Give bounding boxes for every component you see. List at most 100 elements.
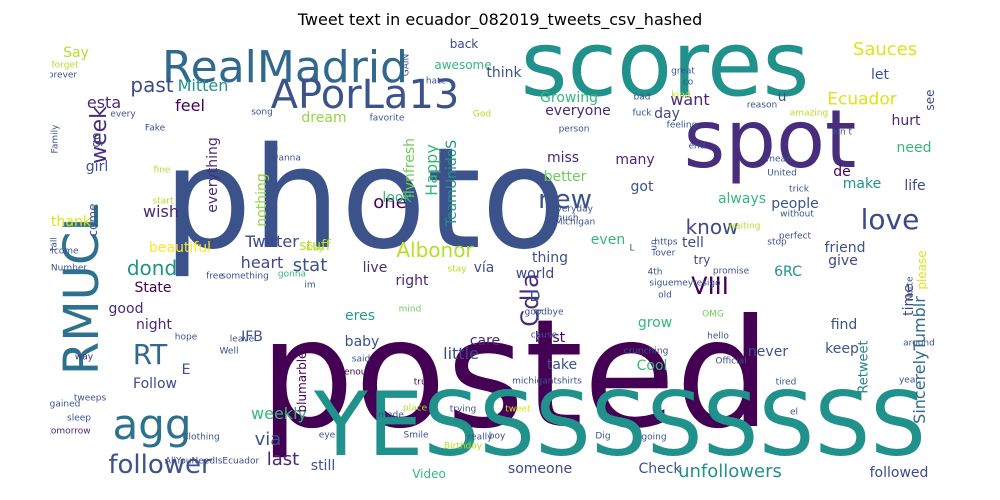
word-going: going: [641, 432, 667, 443]
word-retweet: Retweet: [856, 340, 872, 394]
word-know: know: [685, 215, 739, 239]
word-crunching: crunching: [623, 346, 669, 357]
word-find: find: [830, 317, 858, 333]
word-hello: hello: [707, 331, 729, 342]
word-albonor: Albonor: [396, 238, 474, 262]
word-always: always: [717, 191, 767, 207]
word-year: year: [898, 375, 920, 386]
word-ain-t: ain t: [831, 127, 853, 138]
word-im: im: [304, 280, 316, 291]
word-stuff: stuff: [299, 238, 331, 254]
word-gain: GAIN: [401, 53, 412, 77]
word-stop: stop: [767, 237, 787, 248]
word-follow: Follow: [133, 376, 177, 392]
word-never: never: [747, 344, 789, 360]
word-care: care: [469, 333, 501, 349]
word-night: night: [135, 317, 173, 333]
word-keep: keep: [825, 341, 859, 357]
word-grow: grow: [637, 315, 673, 331]
word-trying: trying: [449, 404, 477, 415]
word-best: best: [534, 330, 566, 346]
word-gained: gained: [50, 399, 81, 410]
word-forget: forget: [51, 60, 79, 71]
word-goodbye: goodbye: [524, 307, 564, 318]
word-want: want: [670, 90, 710, 109]
word-4th: 4th: [647, 267, 663, 278]
word-free: free: [206, 271, 224, 282]
word-made: made: [378, 410, 404, 421]
plot-title: Tweet text in ecuador_082019_tweets_csv_…: [297, 10, 703, 29]
word-smile: Smile: [403, 430, 429, 441]
word-good: good: [108, 301, 144, 317]
word-reason: reason: [746, 100, 778, 111]
word-really: really: [467, 432, 493, 443]
word-end: end: [688, 141, 706, 152]
word-better: better: [543, 169, 587, 185]
word-go: go: [89, 132, 103, 148]
word-agg: agg: [112, 400, 192, 449]
word-followed: followed: [869, 465, 929, 481]
word-take: take: [546, 357, 578, 373]
word-michigantshirts: michigantshirts: [512, 376, 582, 387]
word-cause: cause: [530, 330, 558, 341]
word-many: many: [615, 152, 655, 168]
word-tweet: tweet: [505, 404, 531, 415]
word-official: Official: [715, 356, 747, 367]
word-nothing: nothing: [254, 173, 270, 227]
word-united: United: [767, 168, 797, 179]
word-mean: mean: [766, 154, 792, 165]
word-someone: someone: [507, 461, 573, 477]
word-great: great: [671, 66, 695, 77]
word-say: Say: [63, 45, 89, 61]
word-give: give: [828, 253, 858, 269]
word-ecuador: Ecuador: [827, 89, 897, 110]
word-scores: scores: [520, 38, 810, 117]
word-ifb: IFB: [241, 329, 263, 345]
word-please: please: [915, 250, 929, 290]
word-day: Day: [306, 243, 324, 254]
word-gonna: gonna: [277, 269, 307, 280]
word-clothing: Clothing: [182, 432, 220, 443]
word-love: love: [860, 203, 920, 236]
word-hope: hope: [174, 332, 198, 343]
word-favorite: favorite: [369, 113, 405, 124]
word-promise: promise: [712, 266, 750, 277]
word-https: https: [654, 237, 678, 248]
word-wish: wish: [142, 202, 180, 221]
word-live: live: [362, 260, 388, 276]
word-one: one: [373, 192, 407, 213]
word-weekly: weekly: [251, 404, 307, 423]
word-photo: photo: [163, 118, 567, 281]
word-feeling: feeling: [666, 120, 698, 131]
word-waiting: waiting: [727, 221, 761, 232]
word-check: Check: [638, 461, 682, 477]
word-every: every: [110, 109, 136, 120]
word-think: think: [486, 65, 522, 81]
word-rt: RT: [132, 338, 168, 371]
word-posted: posted: [259, 288, 771, 462]
word-mitten: Mitten: [177, 76, 229, 95]
word-something: something: [221, 271, 269, 282]
word-feel: feel: [175, 96, 205, 115]
word-mind: mind: [398, 304, 422, 315]
word-tired: tired: [775, 377, 797, 388]
word-t: T: [533, 308, 543, 324]
word-start: start: [152, 196, 174, 207]
word-enough: enough: [344, 367, 378, 378]
word-v-a: vía: [473, 260, 495, 276]
word-trick: trick: [789, 184, 809, 195]
word-kind: kind: [671, 90, 691, 101]
word-dig: Dig: [595, 431, 611, 442]
word-lover: lover: [652, 248, 676, 259]
word-last: last: [266, 449, 300, 470]
word-people: people: [771, 196, 819, 212]
word-bad: bad: [633, 92, 651, 103]
word-teamunidos: TeamUnidoS: [444, 139, 460, 227]
word-even: even: [590, 232, 626, 248]
word-tomorrow: tomorrow: [50, 426, 91, 437]
word-sauces: Sauces: [852, 39, 918, 60]
word-got: got: [630, 179, 654, 195]
word-world: world: [515, 266, 555, 282]
word-eres: eres: [345, 308, 375, 324]
word-allyouneedisecuador: AllYouNeedIsEcuador: [164, 456, 260, 467]
